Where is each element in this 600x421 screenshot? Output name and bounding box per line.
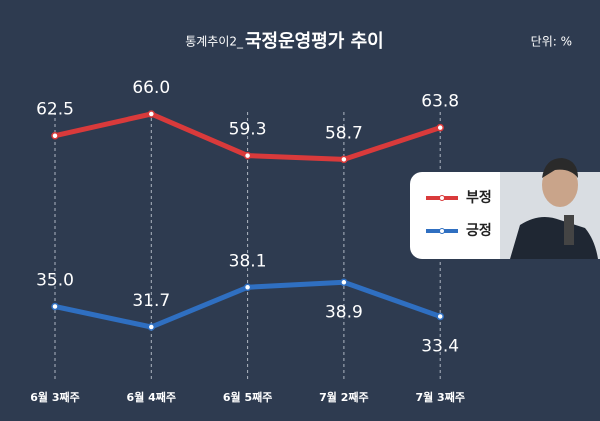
legend-dot: [439, 195, 445, 201]
value-label: 35.0: [36, 271, 74, 291]
x-tick-label: 6월 4째주: [127, 390, 177, 404]
value-label: 62.5: [36, 100, 74, 120]
point: [51, 131, 59, 140]
photo-hair: [542, 158, 578, 178]
point: [51, 302, 59, 311]
value-label: 33.4: [421, 336, 459, 356]
title-prefix: 통계추이2_: [185, 35, 244, 49]
unit-note: 단위: %: [531, 35, 572, 49]
point: [436, 123, 444, 132]
x-tick-label: 7월 3째주: [415, 390, 465, 404]
value-label: 66.0: [132, 78, 170, 98]
value-label: 58.7: [325, 123, 363, 143]
photo-face: [542, 163, 578, 207]
x-tick-label: 6월 3째주: [30, 390, 80, 404]
photo-suit: [510, 216, 598, 259]
photo-mic: [564, 215, 574, 245]
value-label: 59.3: [229, 120, 267, 140]
point: [340, 155, 348, 164]
x-tick-label: 6월 5째주: [223, 390, 273, 404]
value-label: 31.7: [132, 291, 170, 311]
photo: [500, 158, 600, 259]
point: [436, 312, 444, 321]
point: [243, 151, 252, 160]
legend-label: 긍정: [466, 222, 492, 239]
point: [147, 323, 156, 331]
value-label: 63.8: [421, 92, 459, 112]
chart-title: 국정운영평가 추이: [245, 31, 384, 52]
value-label: 38.1: [229, 251, 267, 271]
value-label: 38.9: [325, 302, 363, 322]
x-tick-label: 7월 2째주: [319, 390, 369, 404]
legend-label: 부정: [466, 189, 492, 206]
legend-dot: [439, 228, 445, 234]
point: [243, 283, 252, 292]
point: [340, 278, 348, 287]
point: [147, 110, 156, 118]
